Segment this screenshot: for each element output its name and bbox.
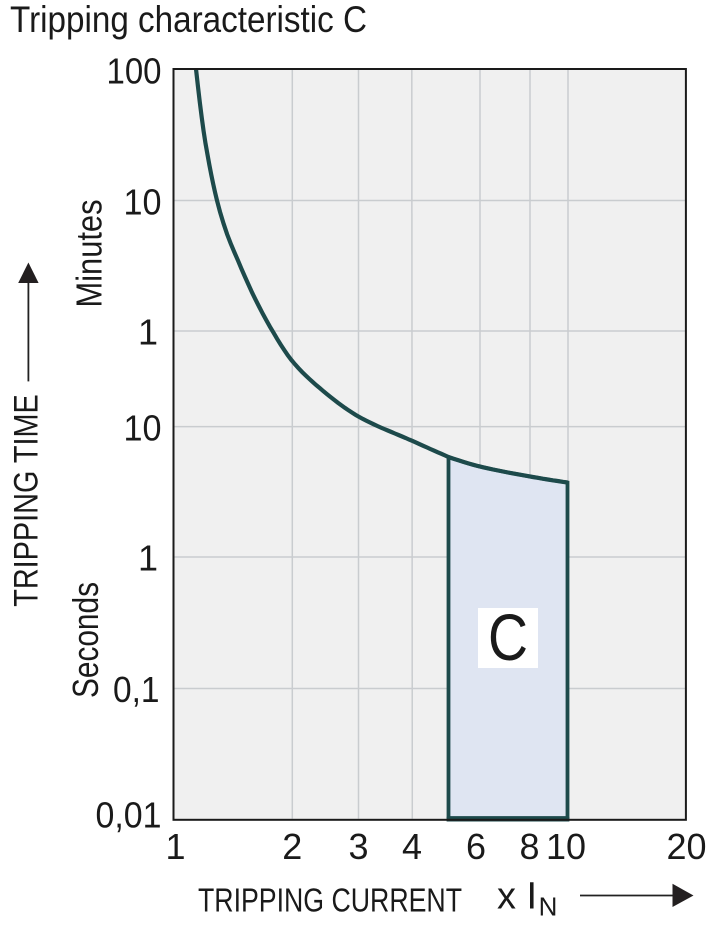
svg-text:TRIPPING CURRENT: TRIPPING CURRENT	[198, 881, 462, 918]
svg-text:3: 3	[348, 826, 368, 867]
svg-text:2: 2	[282, 826, 302, 867]
svg-text:6: 6	[466, 826, 486, 867]
svg-text:Seconds: Seconds	[65, 582, 106, 698]
svg-text:100: 100	[107, 51, 162, 92]
svg-text:Tripping characteristic C: Tripping characteristic C	[10, 0, 367, 40]
svg-text:0,1: 0,1	[113, 669, 160, 710]
svg-text:10: 10	[124, 182, 162, 223]
svg-text:8: 8	[519, 826, 539, 867]
svg-text:1: 1	[138, 538, 158, 579]
svg-text:C: C	[488, 600, 528, 674]
svg-text:Minutes: Minutes	[69, 200, 110, 308]
svg-text:10: 10	[124, 408, 162, 449]
svg-text:4: 4	[402, 826, 422, 867]
svg-text:1: 1	[165, 826, 185, 867]
svg-text:0,01: 0,01	[96, 795, 162, 836]
svg-text:TRIPPING TIME: TRIPPING TIME	[8, 394, 46, 607]
svg-text:20: 20	[666, 826, 706, 867]
svg-text:x IN: x IN	[497, 876, 557, 922]
svg-text:1: 1	[138, 312, 158, 353]
svg-text:10: 10	[546, 826, 586, 867]
